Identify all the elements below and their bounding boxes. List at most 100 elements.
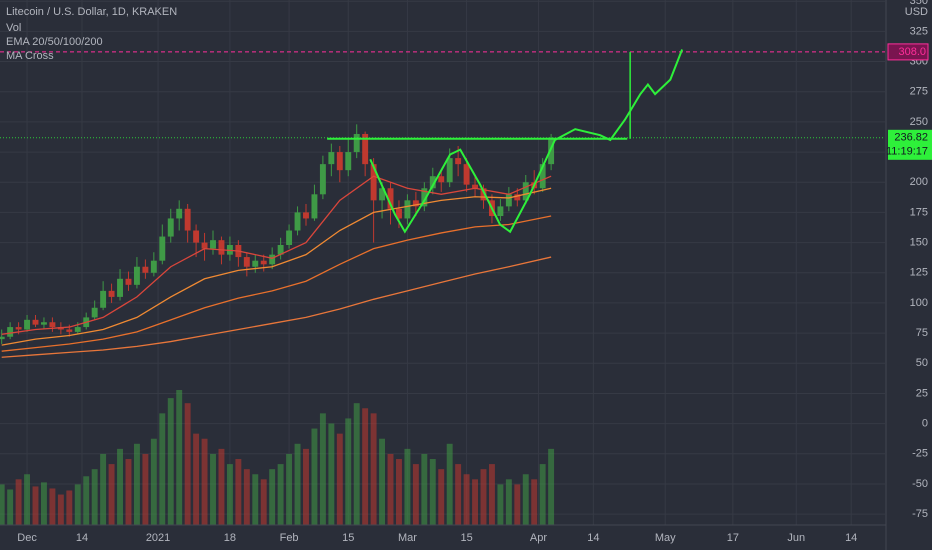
y-tick-label: -25 (912, 448, 928, 460)
ema-line (1, 187, 552, 346)
volume-bar (57, 494, 64, 525)
x-tick-label: Feb (280, 532, 299, 544)
volume-bar (117, 448, 123, 525)
countdown-label: 11:19:17 (886, 146, 928, 158)
volume-bar (488, 464, 495, 525)
volume-bar (286, 453, 293, 525)
candle-body (345, 152, 352, 171)
volume-bar (40, 482, 47, 525)
candle-body (480, 188, 487, 201)
candle-body (514, 194, 521, 201)
candle-body (66, 329, 73, 332)
indicator-label: Vol (6, 22, 21, 34)
x-tick-label: 15 (342, 532, 354, 544)
candle-body (210, 240, 216, 249)
y-tick-label: 200 (910, 176, 928, 188)
indicator-label: EMA 20/50/100/200 (6, 36, 103, 48)
candle-body (117, 278, 123, 297)
volume-bar (522, 474, 529, 525)
volume-bar (32, 486, 39, 525)
candle-body (505, 194, 512, 207)
volume-bar (353, 403, 360, 525)
volume-bar (243, 469, 250, 525)
y-tick-label: -50 (912, 478, 928, 490)
candle-body (455, 158, 462, 165)
volume-bar (387, 453, 394, 525)
candle-body (201, 242, 208, 249)
candle-body (24, 319, 31, 330)
volume-bar (328, 423, 335, 525)
candle-body (142, 266, 149, 273)
volume-bar (201, 438, 208, 525)
candle-body (286, 230, 293, 245)
axes: -75-50-250255075100125150175200225250275… (17, 0, 932, 544)
candle-body (311, 194, 318, 219)
volume-bar (396, 459, 402, 525)
candle-body (539, 164, 546, 189)
candle-body (328, 152, 335, 165)
candle-body (522, 182, 529, 201)
volume-bar (539, 464, 546, 525)
price-label-box (888, 129, 932, 160)
candle-body (404, 200, 411, 219)
volume-bar (345, 418, 352, 525)
x-tick-label: 2021 (146, 532, 170, 544)
x-tick-label: 15 (460, 532, 472, 544)
volume-bar (548, 448, 555, 525)
candle-body (260, 260, 267, 265)
volume-bar (66, 490, 73, 525)
y-tick-label: 100 (910, 297, 928, 309)
volume-bar (260, 479, 267, 525)
volume-bar (91, 469, 98, 525)
candle-body (396, 208, 402, 219)
y-tick-label: 250 (910, 116, 928, 128)
indicator-label: MA Cross (6, 50, 54, 62)
candle-body (463, 164, 470, 185)
candle-body (277, 245, 284, 255)
volume-bar (150, 438, 157, 525)
y-tick-label: 150 (910, 236, 928, 248)
candle-body (176, 208, 183, 219)
candle-body (15, 327, 22, 330)
volume-bar (159, 413, 166, 525)
target-label: 308.0 (898, 46, 926, 58)
plot (0, 49, 885, 525)
y-tick-label: 325 (910, 25, 928, 37)
y-tick-label: -75 (912, 508, 928, 520)
x-tick-label: Jun (787, 532, 805, 544)
volume-bar (531, 479, 538, 525)
x-tick-label: 14 (587, 532, 599, 544)
volume-bar (303, 448, 309, 525)
volume-bar (362, 408, 369, 525)
volume-bar (226, 464, 233, 525)
volume-bar (277, 464, 284, 525)
volume-bar (108, 464, 115, 525)
candle-body (7, 327, 14, 337)
candle-body (243, 257, 250, 267)
candle-body (438, 176, 445, 183)
candle-body (421, 188, 428, 207)
candle-body (193, 230, 200, 243)
x-tick-label: Mar (398, 532, 417, 544)
volume-bar (294, 443, 301, 525)
volume-bar (429, 459, 436, 525)
candle-body (336, 152, 343, 171)
volume-bar (83, 476, 90, 525)
candle-body (362, 133, 369, 165)
volume-bar (455, 464, 462, 525)
candle-body (32, 319, 39, 325)
volume-bar (404, 448, 411, 525)
volume-bar (193, 433, 200, 525)
volume-bar (74, 484, 81, 525)
volume-bar (472, 479, 479, 525)
volume-bar (480, 469, 487, 525)
volume-bar (176, 390, 183, 525)
y-tick-label: 350 (910, 0, 928, 7)
volume-bar (49, 488, 56, 525)
volume-bar (0, 484, 5, 525)
candle-body (319, 164, 326, 195)
candle-body (269, 254, 276, 265)
candle-body (184, 208, 191, 231)
volume-bar (412, 464, 419, 525)
volume-bar (438, 469, 445, 525)
